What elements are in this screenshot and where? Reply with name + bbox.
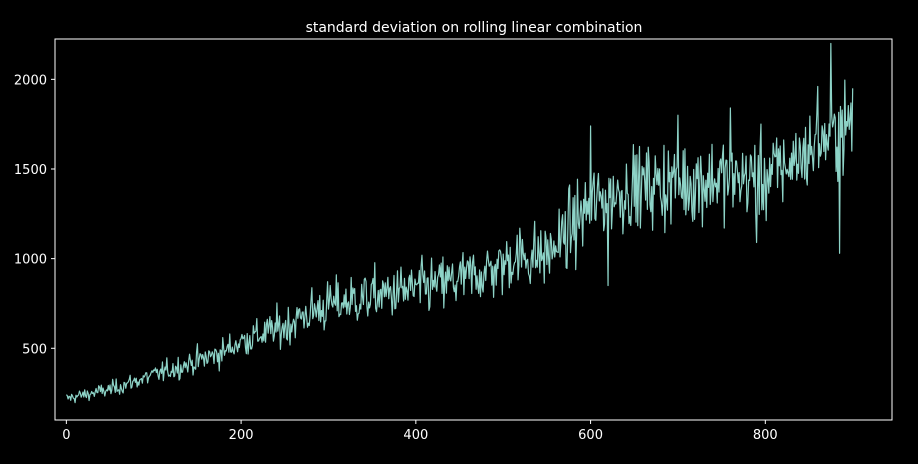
y-tick-label: 2000 — [14, 73, 47, 88]
plot-area — [65, 42, 854, 404]
axes-frame — [54, 38, 893, 421]
y-tick-label: 500 — [22, 342, 47, 357]
x-tick-label: 600 — [578, 428, 603, 443]
x-tick-label: 800 — [753, 428, 778, 443]
series-line — [65, 42, 854, 404]
y-axis: 500 1000 1500 2000 — [14, 73, 55, 357]
x-tick-label: 200 — [229, 428, 254, 443]
chart-title: standard deviation on rolling linear com… — [306, 20, 643, 36]
y-tick-label: 1500 — [14, 163, 47, 178]
x-tick-label: 400 — [403, 428, 428, 443]
y-tick-label: 1000 — [14, 253, 47, 268]
x-tick-label: 0 — [62, 428, 70, 443]
x-axis: 0 200 400 600 800 — [62, 420, 778, 443]
